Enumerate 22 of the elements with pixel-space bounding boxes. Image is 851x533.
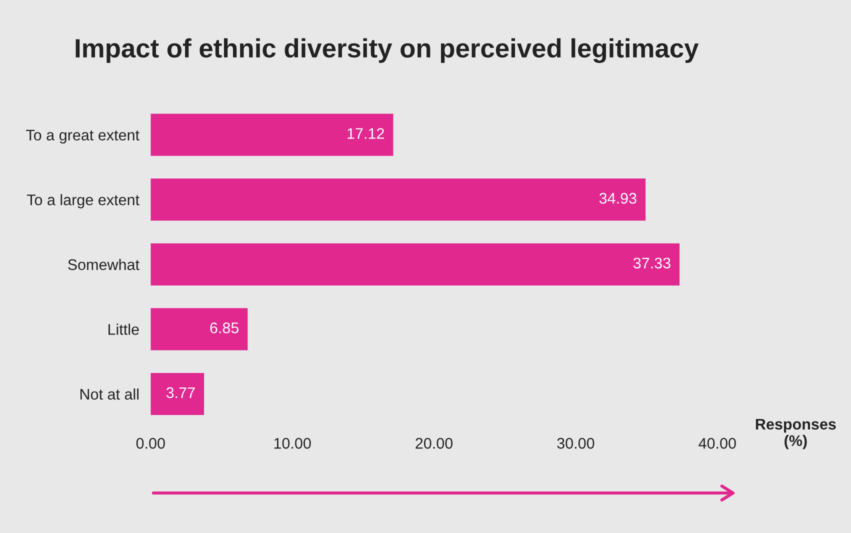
y-tick-label: Somewhat [68, 258, 140, 270]
bar [150, 308, 248, 350]
data-label: 17.12 [348, 128, 384, 139]
y-tick-label: Little [108, 324, 139, 335]
y-tick-label: Not at all [80, 388, 138, 400]
data-label: 34.93 [599, 192, 636, 204]
x-tick-label: 0.00 [136, 438, 165, 449]
x-axis-title: Responses (%) [756, 418, 836, 450]
y-tick-label: To a large extent [26, 194, 140, 208]
x-tick-label: 20.00 [416, 438, 453, 449]
chart-title: Impact of ethnic diversity on perceived legitimacy [76, 38, 699, 63]
x-tick-label: 30.00 [557, 438, 594, 449]
bar [150, 114, 394, 156]
x-tick-label: 10.00 [274, 438, 311, 449]
bar [150, 372, 204, 416]
x-tick-label: 40.00 [698, 438, 736, 449]
bar [150, 178, 646, 221]
bar [150, 243, 680, 286]
data-label: 37.33 [633, 258, 670, 269]
data-label: 6.85 [210, 322, 239, 334]
y-tick-label: To a great extent [26, 130, 140, 144]
data-label: 3.77 [166, 387, 195, 398]
